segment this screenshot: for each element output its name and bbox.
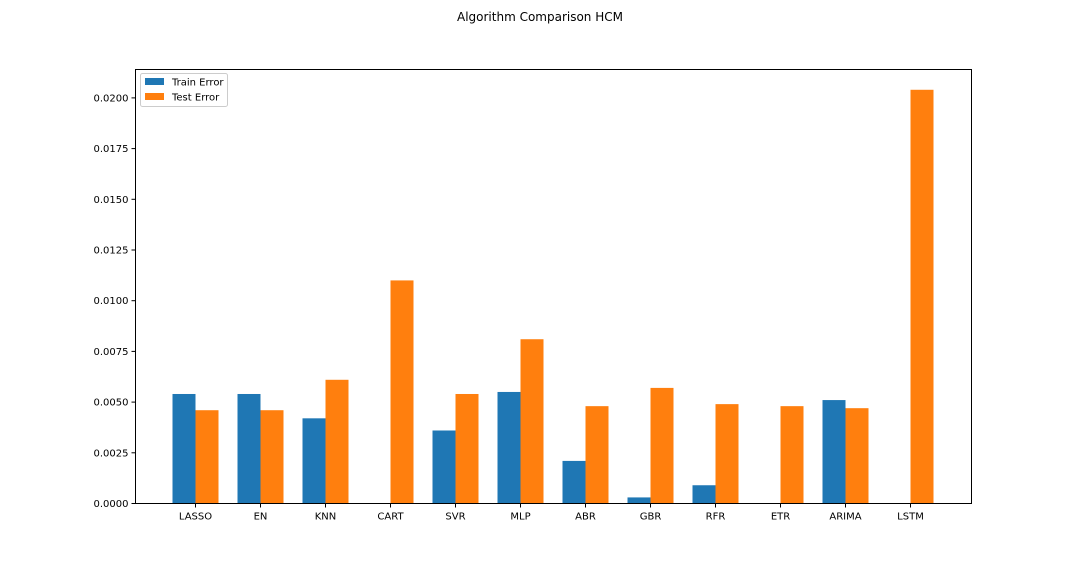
bar-test-rfr	[715, 404, 739, 504]
x-tick-label: CART	[377, 512, 404, 523]
y-tick-label: 0.0075	[94, 347, 129, 358]
bar-test-lasso	[195, 410, 219, 504]
bar-train-lasso	[172, 393, 196, 504]
y-tick-label: 0.0000	[94, 499, 129, 510]
y-tick-label: 0.0025	[94, 448, 129, 459]
bars-group	[172, 89, 934, 504]
bar-test-cart	[390, 280, 414, 504]
y-tick-label: 0.0050	[94, 398, 129, 409]
bar-test-mlp	[520, 339, 544, 504]
x-tick-label: EN	[254, 512, 268, 523]
legend-swatch-train	[145, 78, 164, 85]
legend-swatch-test	[145, 93, 164, 100]
bar-train-svr	[432, 430, 456, 504]
bar-test-gbr	[650, 387, 674, 504]
x-tick-label: ABR	[575, 512, 596, 523]
bar-test-etr	[780, 406, 804, 504]
x-tick-label: LASSO	[179, 512, 212, 523]
bar-train-knn	[302, 418, 326, 504]
x-tick-label: KNN	[315, 512, 337, 523]
plot-frame	[135, 69, 972, 504]
bar-test-arima	[845, 408, 869, 504]
x-tick-label: SVR	[445, 512, 465, 523]
bar-test-abr	[585, 406, 609, 504]
bar-train-abr	[562, 460, 586, 504]
y-tick-label: 0.0100	[94, 296, 129, 307]
x-tick-label: MLP	[510, 512, 530, 523]
bar-train-rfr	[692, 485, 716, 504]
legend-label-test: Test Error	[171, 93, 220, 104]
x-tick-label: GBR	[640, 512, 662, 523]
y-tick-label: 0.0125	[94, 245, 129, 256]
legend: Train Error Test Error	[140, 73, 228, 107]
x-tick-label: RFR	[706, 512, 726, 523]
bar-test-svr	[455, 393, 479, 504]
y-tick-label: 0.0200	[94, 93, 129, 104]
bar-test-lstm	[910, 89, 934, 504]
x-tick-label: ETR	[771, 512, 790, 523]
bar-test-en	[260, 410, 284, 504]
legend-label-train: Train Error	[171, 78, 224, 89]
x-axis: LASSO EN KNN CART SVR MLP ABR GBR RFR ETR ARIMA LST…	[179, 503, 924, 523]
y-tick-label: 0.0175	[94, 144, 129, 155]
y-axis: 0.0000 0.0025 0.0050 0.0075 0.0100 0.0125 0.01…	[94, 93, 136, 510]
bar-train-gbr	[627, 497, 651, 504]
x-tick-label: ARIMA	[829, 512, 861, 523]
x-tick-label: LSTM	[897, 512, 924, 523]
bar-train-arima	[822, 400, 846, 504]
bar-test-knn	[325, 379, 349, 504]
bar-train-mlp	[497, 391, 521, 504]
chart-title: Algorithm Comparison HCM	[456, 10, 623, 24]
y-tick-label: 0.0150	[94, 195, 129, 206]
bar-train-en	[237, 393, 261, 504]
